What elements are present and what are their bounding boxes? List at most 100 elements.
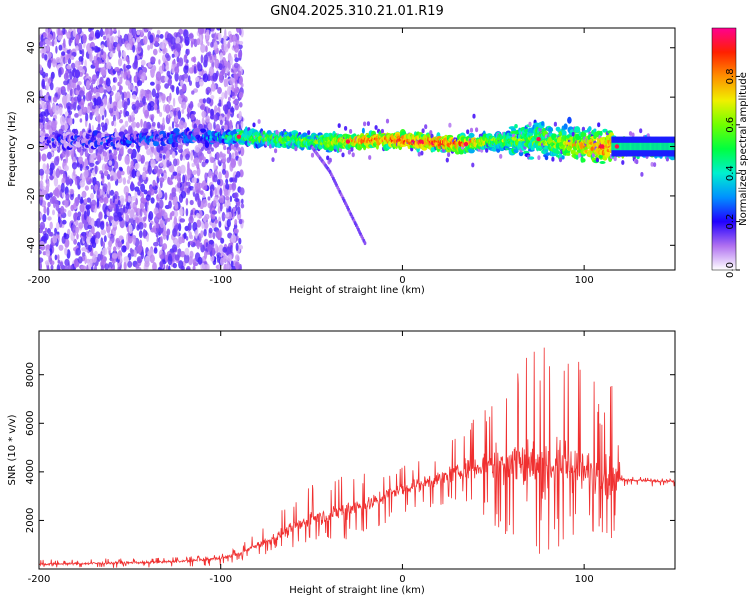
- noise-mark: [212, 199, 217, 207]
- noise-mark: [92, 105, 96, 110]
- noise-mark: [238, 40, 244, 45]
- ridge-mark: [567, 116, 572, 124]
- noise-mark: [106, 85, 111, 92]
- noise-mark: [192, 187, 195, 193]
- ridge-mark: [604, 151, 611, 158]
- noise-mark: [196, 219, 202, 228]
- noise-mark: [119, 76, 123, 85]
- noise-mark: [186, 167, 191, 176]
- noise-mark: [234, 57, 239, 63]
- noise-mark: [100, 48, 104, 56]
- noise-mark: [41, 52, 45, 59]
- noise-mark: [108, 204, 114, 210]
- noise-mark: [140, 118, 143, 128]
- noise-mark: [43, 233, 49, 241]
- ridge-mark: [44, 134, 49, 138]
- noise-mark: [239, 102, 243, 108]
- noise-mark: [88, 244, 93, 252]
- noise-mark: [229, 177, 234, 183]
- noise-mark: [135, 71, 139, 77]
- ridge-mark: [510, 127, 517, 132]
- noise-mark: [103, 197, 109, 204]
- noise-mark: [89, 258, 93, 268]
- noise-mark: [136, 30, 141, 36]
- noise-mark: [205, 28, 211, 31]
- noise-mark: [97, 113, 101, 124]
- noise-mark: [52, 209, 55, 216]
- ridge-mark: [528, 156, 535, 160]
- noise-mark: [108, 261, 113, 270]
- noise-mark: [155, 71, 162, 82]
- noise-mark: [113, 246, 117, 252]
- noise-mark: [224, 90, 228, 100]
- noise-mark: [192, 56, 197, 63]
- noise-mark: [179, 153, 183, 161]
- noise-mark: [192, 221, 198, 232]
- ridge-mark: [580, 131, 587, 138]
- ridge-mark: [518, 151, 524, 157]
- noise-mark: [131, 121, 137, 128]
- band-noise-mark: [471, 162, 475, 168]
- noise-mark: [67, 210, 72, 217]
- noise-mark: [204, 250, 208, 260]
- ridge-mark: [168, 126, 172, 132]
- noise-mark: [226, 219, 231, 228]
- ridge-mark: [540, 121, 545, 126]
- band-noise-mark: [445, 157, 449, 163]
- noise-mark: [40, 111, 46, 117]
- noise-mark: [182, 150, 186, 157]
- noise-mark: [221, 92, 225, 100]
- noise-mark: [66, 249, 71, 259]
- noise-mark: [116, 43, 121, 52]
- noise-mark: [106, 56, 109, 65]
- noise-mark: [56, 264, 61, 270]
- noise-mark: [89, 251, 94, 257]
- noise-mark: [194, 229, 198, 239]
- noise-mark: [128, 224, 133, 235]
- noise-mark: [181, 265, 185, 270]
- noise-mark: [125, 43, 131, 51]
- noise-mark: [87, 216, 92, 224]
- noise-mark: [72, 168, 76, 177]
- noise-mark: [216, 179, 221, 186]
- noise-mark: [165, 104, 171, 114]
- noise-mark: [201, 161, 206, 168]
- noise-mark: [239, 169, 244, 178]
- noise-mark: [197, 61, 201, 70]
- band-noise-mark: [475, 127, 479, 133]
- noise-mark: [176, 43, 182, 53]
- noise-mark: [105, 221, 109, 227]
- noise-mark: [104, 263, 109, 270]
- noise-mark: [42, 213, 47, 223]
- noise-mark: [72, 28, 76, 38]
- noise-mark: [70, 55, 75, 60]
- noise-mark: [199, 242, 203, 248]
- noise-mark: [109, 189, 115, 196]
- noise-mark: [165, 150, 170, 159]
- noise-mark: [99, 28, 104, 38]
- noise-mark: [202, 192, 206, 199]
- noise-mark: [202, 73, 209, 83]
- noise-mark: [49, 192, 54, 198]
- noise-mark: [94, 184, 98, 192]
- noise-mark: [87, 48, 93, 55]
- noise-mark: [109, 40, 112, 50]
- noise-mark: [63, 165, 69, 172]
- noise-mark: [86, 152, 90, 163]
- noise-mark: [77, 211, 82, 218]
- noise-mark: [84, 158, 88, 167]
- noise-mark: [233, 147, 237, 152]
- chart-title: GN04.2025.310.21.01.R19: [270, 4, 444, 19]
- noise-mark: [149, 43, 154, 50]
- band-noise-mark: [553, 121, 558, 127]
- noise-mark: [235, 254, 240, 261]
- noise-mark: [173, 216, 178, 226]
- band-noise-mark: [417, 151, 421, 157]
- noise-mark: [89, 53, 93, 62]
- noise-mark: [97, 144, 103, 155]
- noise-mark: [107, 62, 112, 70]
- noise-mark: [97, 253, 102, 262]
- noise-mark: [117, 211, 122, 218]
- noise-mark: [135, 122, 140, 129]
